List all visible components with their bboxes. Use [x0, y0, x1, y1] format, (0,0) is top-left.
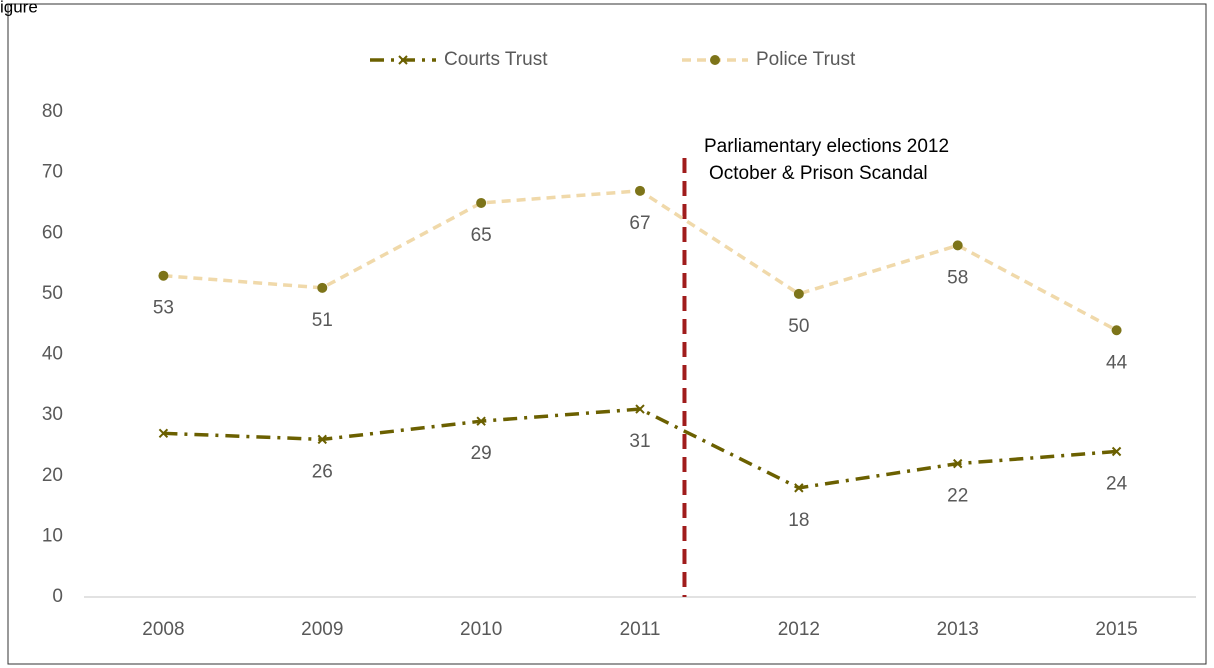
- data-point: [952, 240, 963, 251]
- data-point: [635, 185, 645, 196]
- y-tick-label: 40: [42, 344, 63, 365]
- data-label: 67: [629, 213, 650, 234]
- data-point: [317, 282, 328, 293]
- y-tick-label: 80: [42, 101, 63, 122]
- data-label: 51: [312, 310, 333, 331]
- data-point: [953, 458, 963, 469]
- annotation: Parliamentary elections 2012: [704, 136, 949, 157]
- data-label: 31: [629, 431, 650, 452]
- data-label: 26: [312, 461, 333, 482]
- data-label: 50: [788, 316, 809, 337]
- data-point: [1111, 325, 1122, 336]
- data-point: [1111, 446, 1122, 457]
- y-tick-label: 60: [42, 222, 63, 243]
- data-label: 65: [471, 225, 492, 246]
- data-label: 18: [788, 510, 809, 531]
- x-tick-label: 2008: [142, 619, 184, 640]
- data-point: [158, 428, 169, 439]
- data-point: [317, 434, 327, 445]
- x-tick-label: 2010: [460, 619, 502, 640]
- data-point: [476, 416, 486, 426]
- data-point: [476, 197, 487, 208]
- data-label: 24: [1106, 474, 1128, 495]
- data-label: 53: [153, 298, 174, 319]
- x-tick-label: 2011: [620, 619, 661, 640]
- data-label: 29: [471, 443, 492, 464]
- data-label: 58: [947, 267, 968, 288]
- x-tick-label: 2009: [301, 619, 343, 640]
- data-point: [793, 288, 804, 299]
- data-label: 44: [1106, 352, 1128, 373]
- frame: [7, 3, 1207, 665]
- legend-label: Police Trust: [756, 49, 856, 70]
- x-tick-label: 2015: [1095, 619, 1137, 640]
- y-tick-label: 10: [42, 525, 63, 546]
- x-tick-label: 2012: [778, 619, 820, 640]
- legend-label: Courts Trust: [444, 49, 548, 70]
- legend-marker: [710, 55, 720, 65]
- y-tick-label: 70: [42, 162, 63, 183]
- y-tick-label: 50: [42, 283, 63, 304]
- y-tick-label: 20: [42, 465, 63, 486]
- caption: igure: [0, 0, 38, 16]
- data-point: [635, 404, 645, 414]
- legend-marker: [398, 55, 408, 65]
- series-line: [163, 189, 1118, 332]
- data-point: [158, 270, 169, 281]
- data-label: 22: [947, 486, 968, 507]
- y-tick-label: 30: [42, 404, 63, 425]
- annotation: October & Prison Scandal: [709, 163, 928, 184]
- data-point: [794, 483, 804, 493]
- x-tick-label: 2013: [937, 619, 979, 640]
- y-tick-label: 0: [52, 586, 63, 607]
